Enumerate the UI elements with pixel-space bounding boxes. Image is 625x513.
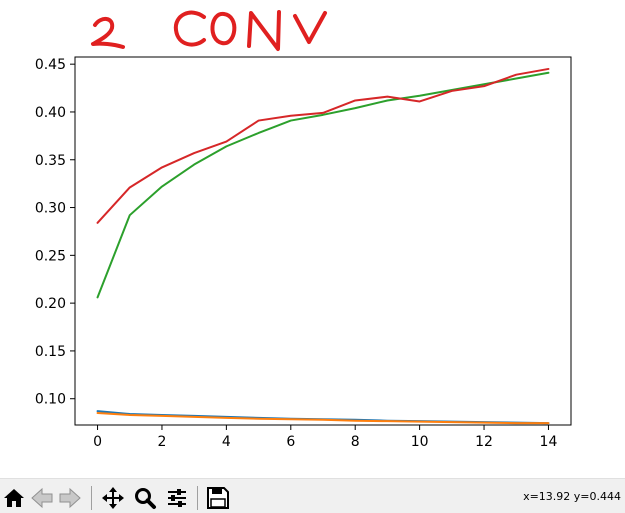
- x-tick-label: 2: [158, 434, 167, 450]
- y-tick-label: 0.30: [35, 201, 66, 217]
- floppy-disk-icon: [207, 487, 229, 509]
- home-button[interactable]: [0, 484, 28, 512]
- x-tick-label: 4: [222, 434, 231, 450]
- save-button[interactable]: [204, 484, 232, 512]
- y-tick-label: 0.25: [35, 248, 66, 264]
- forward-button[interactable]: [56, 484, 84, 512]
- arrow-left-icon: [31, 487, 53, 509]
- magnifier-icon: [135, 488, 156, 509]
- navigation-toolbar: x=13.92 y=0.444: [0, 478, 625, 513]
- series-line-1: [96, 410, 550, 425]
- x-tick-label: 6: [286, 434, 295, 450]
- arrow-right-icon: [59, 487, 81, 509]
- series-line-3: [96, 71, 550, 299]
- y-tick-label: 0.10: [35, 392, 66, 408]
- matplotlib-figure: 0 2 4 6 8 10 12 14 0.10 0.15 0.20 0.25 0.30 0.35 0.40…: [34, 10, 572, 450]
- configure-subplots-button[interactable]: [163, 484, 191, 512]
- x-tick-label: 12: [475, 434, 493, 450]
- plot-area-frame: [74, 56, 572, 426]
- sliders-icon: [168, 489, 186, 507]
- x-tick-label: 14: [540, 434, 558, 450]
- x-tick-label: 8: [351, 434, 360, 450]
- series-line-4: [96, 67, 550, 224]
- y-tick-label: 0.45: [35, 57, 66, 73]
- move-icon: [102, 487, 124, 509]
- pan-button[interactable]: [99, 484, 127, 512]
- cursor-coordinates-readout: x=13.92 y=0.444: [523, 490, 621, 503]
- y-tick-label: 0.20: [35, 296, 66, 312]
- toolbar-separator: [197, 486, 198, 510]
- x-axis: 0 2 4 6 8 10 12 14: [93, 425, 557, 450]
- toolbar-separator: [91, 486, 92, 510]
- home-icon: [4, 489, 24, 507]
- x-tick-label: 0: [93, 434, 102, 450]
- series-line-2: [96, 412, 550, 425]
- y-tick-label: 0.40: [35, 105, 66, 121]
- line-chart: 0 2 4 6 8 10 12 14 0.10 0.15 0.20 0.25 0.30 0.35 0.40…: [35, 10, 572, 450]
- zoom-button[interactable]: [131, 484, 159, 512]
- y-axis: 0.10 0.15 0.20 0.25 0.30 0.35 0.40 0.45: [35, 57, 75, 408]
- back-button[interactable]: [28, 484, 56, 512]
- y-tick-label: 0.15: [35, 344, 66, 360]
- x-tick-label: 10: [411, 434, 429, 450]
- y-tick-label: 0.35: [35, 153, 66, 169]
- handwritten-annotation-2-conv: [91, 10, 327, 51]
- series-lines: [96, 67, 550, 425]
